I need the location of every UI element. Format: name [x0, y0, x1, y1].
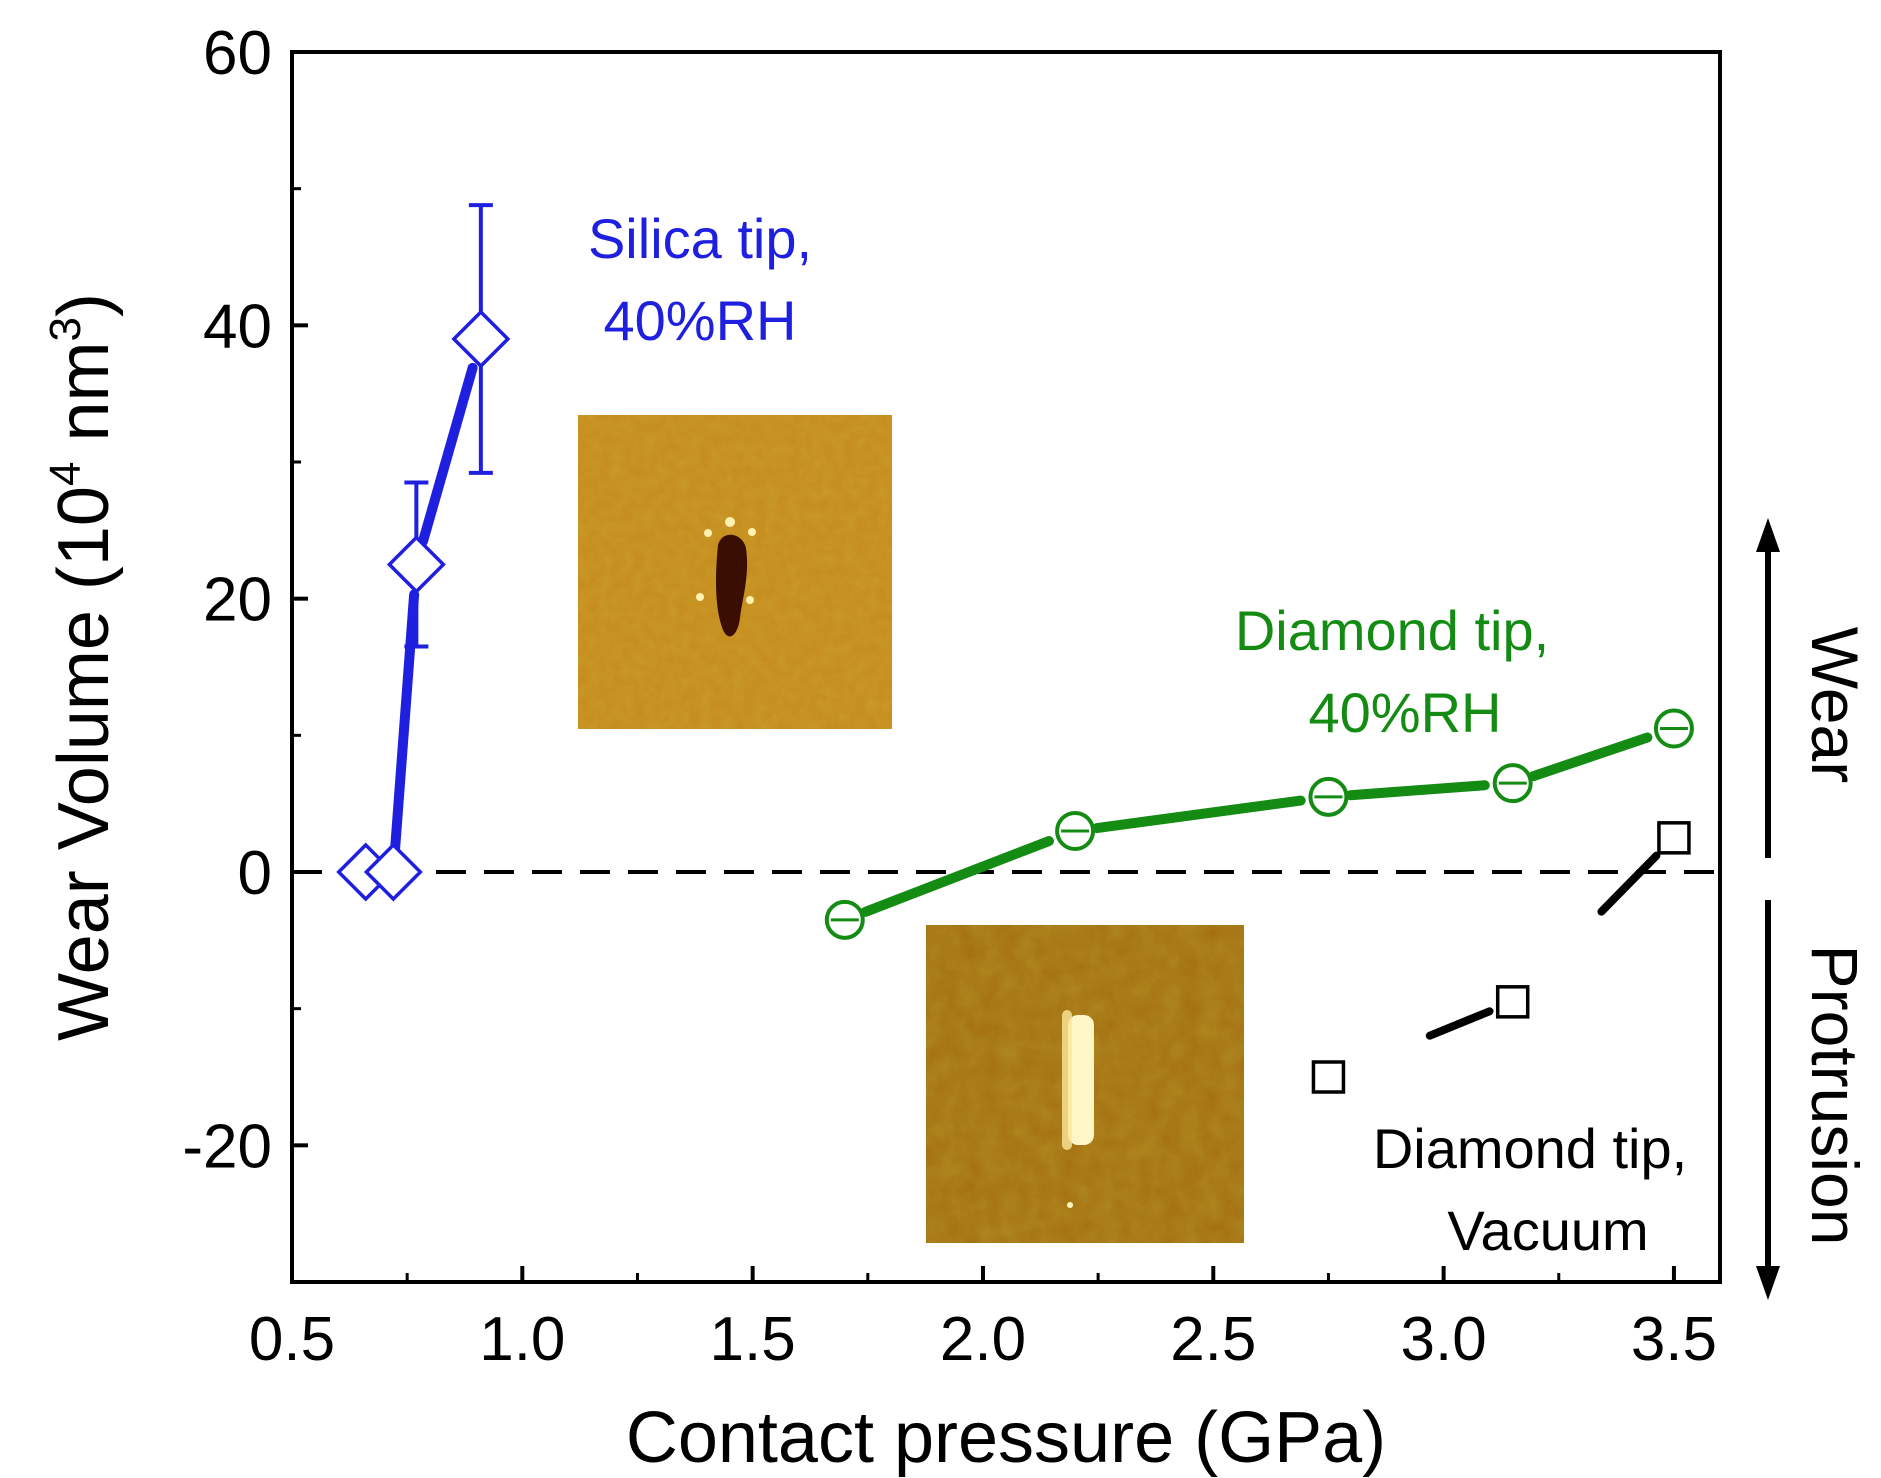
y-axis-title: Wear Volume (104 nm3) [41, 293, 124, 1041]
series-line-segment [390, 589, 420, 854]
x-tick-label: 3.5 [1631, 1305, 1717, 1374]
plot-frame [290, 50, 1722, 1284]
series-2 [824, 708, 1694, 940]
x-tick-label: 1.5 [710, 1305, 796, 1374]
y-tick-label: 0 [238, 839, 272, 908]
diamond-humid-annotation: Diamond tip, 40%RH [1235, 599, 1549, 744]
series-line-segment [417, 362, 478, 547]
x-tick-label: 3.0 [1401, 1305, 1487, 1374]
svg-text:Diamond tip,: Diamond tip, [1373, 1117, 1687, 1180]
series-1 [336, 203, 511, 902]
y-tick-label: 40 [203, 292, 272, 361]
protrusion-arrow [1756, 900, 1780, 1300]
series-line-segment [1425, 1007, 1494, 1040]
data-point [1495, 985, 1530, 1019]
y-tick-label: 60 [203, 19, 272, 88]
svg-text:Silica tip,: Silica tip, [588, 207, 812, 270]
protrusion-side-label: Protrusion [1798, 945, 1872, 1246]
series-line-segment [1345, 780, 1490, 801]
axis-ticks [290, 50, 1676, 1284]
y-tick-label: -20 [182, 1112, 272, 1181]
data-point [363, 842, 423, 902]
x-tick-label: 2.0 [940, 1305, 1026, 1374]
y-tick-label: 20 [203, 566, 272, 635]
inset-afm-wear [578, 415, 892, 729]
svg-text:Diamond tip,: Diamond tip, [1235, 599, 1549, 662]
data-point [1657, 821, 1691, 855]
wear-side-label: Wear [1798, 627, 1872, 784]
inset-afm-protrusion [926, 925, 1244, 1243]
series-line-segment [1597, 851, 1661, 916]
x-tick-labels: 0.5 1.0 1.5 2.0 2.5 3.0 3.5 [249, 1305, 1717, 1374]
data-point [386, 535, 446, 594]
series-line-segment [1528, 732, 1653, 782]
x-tick-label: 1.0 [479, 1305, 565, 1374]
data-point [451, 309, 511, 369]
series-line-segment [860, 836, 1054, 917]
wear-arrow [1756, 518, 1780, 858]
y-tick-labels: -20 0 20 40 60 [182, 19, 272, 1181]
series-3 [1311, 821, 1691, 1094]
svg-text:40%RH: 40%RH [1309, 681, 1502, 744]
diamond-vacuum-annotation: Diamond tip, Vacuum [1373, 1117, 1687, 1262]
x-tick-label: 0.5 [249, 1305, 335, 1374]
svg-text:40%RH: 40%RH [604, 289, 797, 352]
series-line-segment [1091, 795, 1306, 834]
x-axis-title: Contact pressure (GPa) [626, 1398, 1386, 1478]
svg-text:Vacuum: Vacuum [1447, 1199, 1648, 1262]
data-point [1311, 1060, 1346, 1094]
x-tick-label: 2.5 [1170, 1305, 1256, 1374]
silica-annotation: Silica tip, 40%RH [588, 207, 812, 352]
series-layer [336, 203, 1694, 1094]
